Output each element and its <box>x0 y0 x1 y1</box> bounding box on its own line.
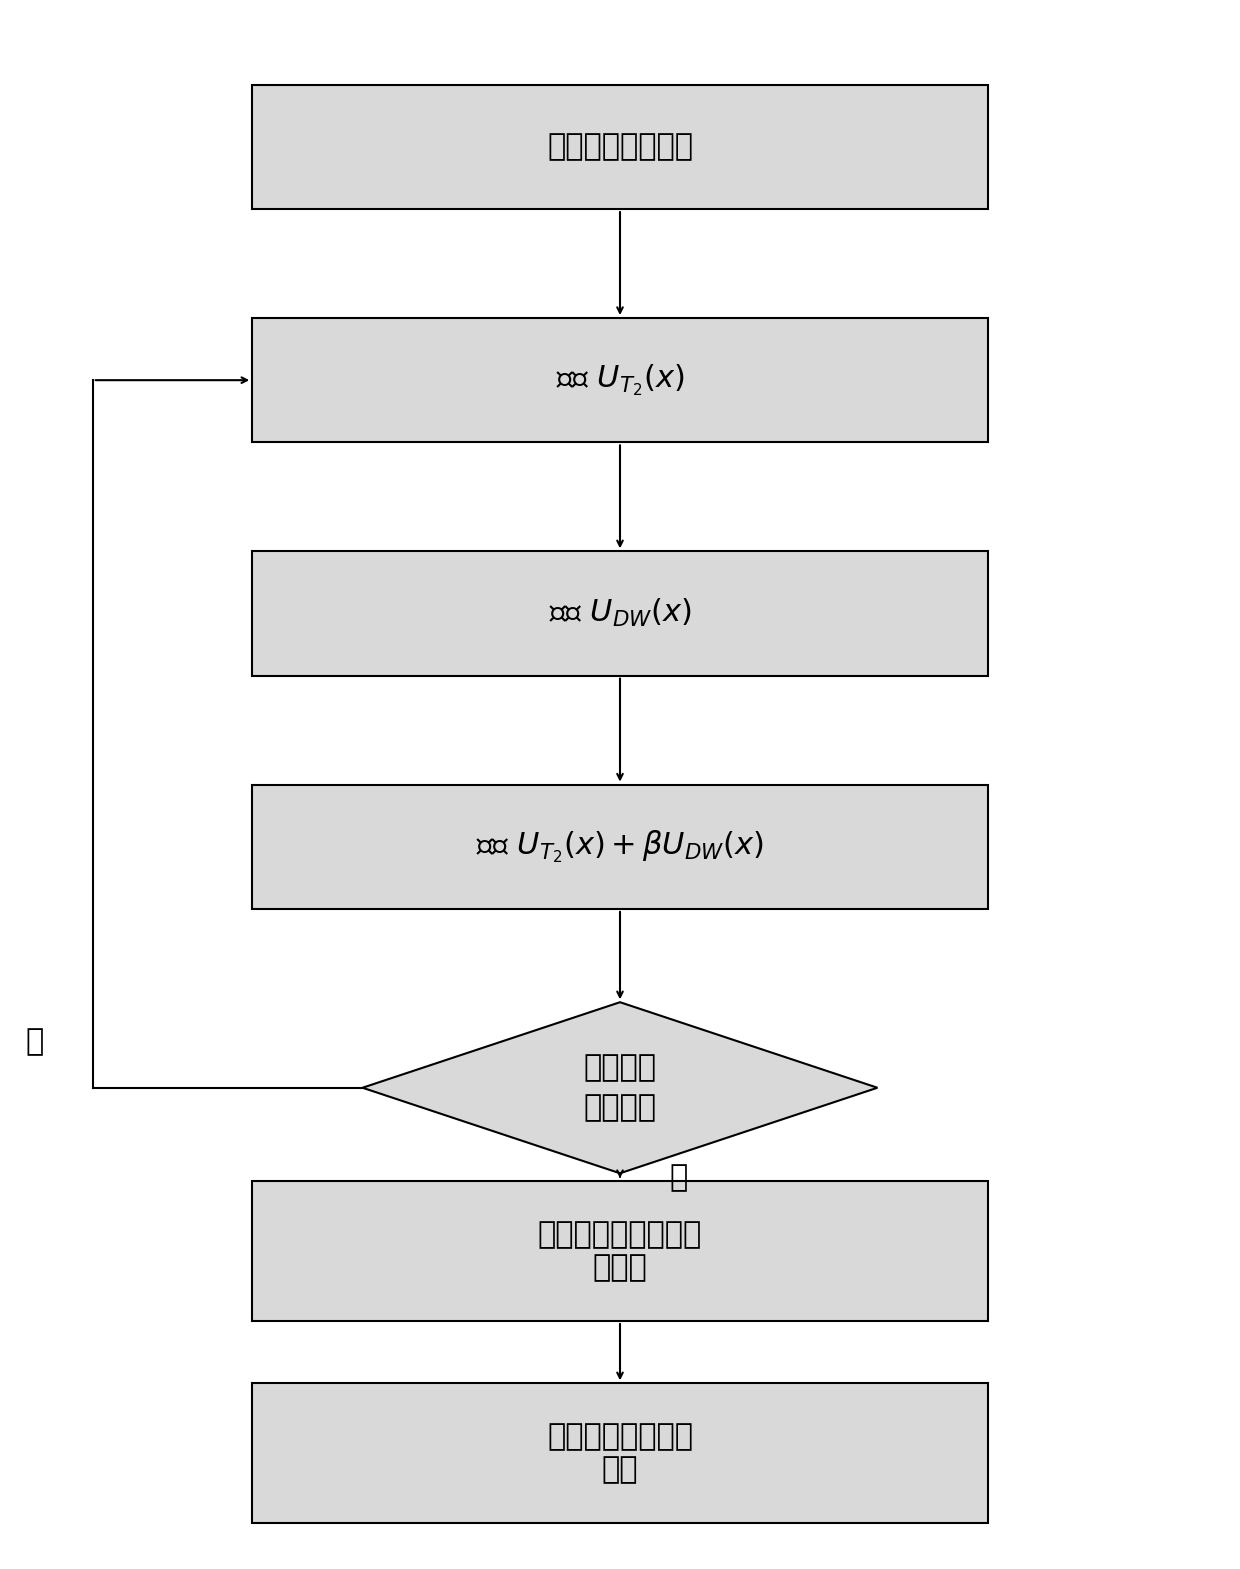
Text: 否: 否 <box>26 1028 43 1056</box>
FancyBboxPatch shape <box>252 85 988 209</box>
Text: 计算 $U_{DW}(x)$: 计算 $U_{DW}(x)$ <box>548 598 692 629</box>
Polygon shape <box>362 1003 878 1174</box>
FancyBboxPatch shape <box>252 784 988 908</box>
FancyBboxPatch shape <box>252 319 988 442</box>
Text: 计算 $U_{T_2}(x)$: 计算 $U_{T_2}(x)$ <box>556 362 684 399</box>
Text: 是否满足
终止条件: 是否满足 终止条件 <box>584 1053 656 1122</box>
FancyBboxPatch shape <box>252 551 988 676</box>
Text: 判定肿瘤和正常组织
的类别: 判定肿瘤和正常组织 的类别 <box>538 1219 702 1282</box>
Text: 是: 是 <box>670 1163 687 1192</box>
FancyBboxPatch shape <box>252 1181 988 1321</box>
Text: 输入初始分割结果: 输入初始分割结果 <box>547 132 693 162</box>
Text: 输出精确肿瘤分割
结果: 输出精确肿瘤分割 结果 <box>547 1422 693 1484</box>
FancyBboxPatch shape <box>252 1384 988 1523</box>
Text: 计算 $U_{T_2}(x)+\beta U_{DW}(x)$: 计算 $U_{T_2}(x)+\beta U_{DW}(x)$ <box>476 828 764 865</box>
